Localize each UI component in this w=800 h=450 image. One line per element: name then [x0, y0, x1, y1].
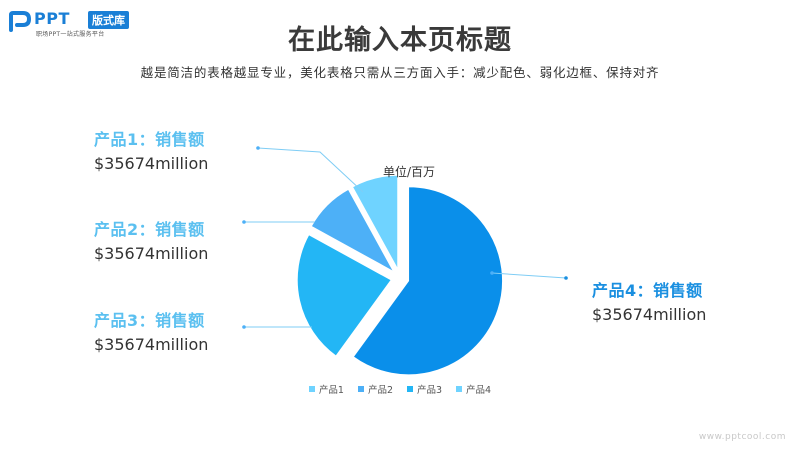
page-subtitle: 越是简洁的表格越显专业，美化表格只需从三方面入手：减少配色、弱化边框、保持对齐: [140, 65, 660, 80]
label-value: $35674million: [592, 305, 707, 324]
leader-line-1-dot: [256, 146, 260, 150]
legend-item: 产品4: [456, 382, 491, 396]
legend-label: 产品2: [367, 385, 393, 396]
leader-line-1: [257, 147, 364, 193]
leader-line-3-dot: [242, 325, 246, 329]
leader-line-2-dot: [242, 220, 246, 224]
pie-slice-3: [296, 233, 392, 357]
label-title: 产品4：销售额: [592, 281, 703, 300]
label-title: 产品2：销售额: [94, 220, 205, 239]
logo-tagline: 职场PPT一站式服务平台: [36, 31, 105, 38]
label-value: $35674million: [94, 244, 209, 263]
logo-mark-icon: [9, 11, 32, 32]
legend-swatch: [308, 386, 315, 392]
pie-slice-1: [351, 174, 399, 270]
leader-line-4: [491, 272, 567, 279]
legend-label: 产品3: [417, 385, 443, 396]
label-product-4: 产品4：销售额 $35674million: [592, 277, 706, 324]
unit-label: 单位/百万: [383, 165, 436, 179]
chart-legend: 产品1 产品2 产品3 产品4: [0, 382, 800, 396]
label-product-2: 产品2：销售额 $35674million: [94, 216, 208, 263]
label-product-1: 产品1：销售额 $35674million: [94, 126, 208, 173]
pie-slice-4: [352, 186, 504, 376]
page-title: 在此输入本页标题: [288, 25, 512, 56]
legend-item: 产品1: [308, 382, 344, 396]
legend-swatch: [456, 386, 463, 392]
legend-item: 产品2: [357, 382, 393, 396]
label-value: $35674million: [94, 335, 209, 354]
legend-swatch: [407, 386, 413, 392]
legend-label: 产品4: [466, 385, 492, 396]
label-title: 产品3：销售额: [94, 311, 205, 330]
legend-item: 产品3: [407, 382, 442, 396]
label-value: $35674million: [94, 154, 209, 173]
watermark: www.pptcool.com: [698, 432, 786, 442]
leader-line-4-end-dot: [564, 276, 568, 280]
legend-swatch: [357, 386, 364, 392]
pie-slice-2: [310, 188, 395, 273]
logo-badge: 版式库: [88, 11, 129, 29]
logo-text: PPT: [34, 9, 70, 28]
label-product-3: 产品3：销售额 $35674million: [94, 307, 208, 354]
leader-line-4-dot: [490, 271, 494, 275]
label-title: 产品1：销售额: [94, 130, 205, 149]
legend-label: 产品1: [318, 385, 344, 396]
